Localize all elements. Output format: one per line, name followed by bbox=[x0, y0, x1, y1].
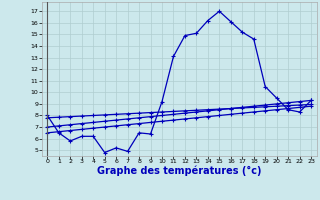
X-axis label: Graphe des températures (°c): Graphe des températures (°c) bbox=[97, 166, 261, 176]
